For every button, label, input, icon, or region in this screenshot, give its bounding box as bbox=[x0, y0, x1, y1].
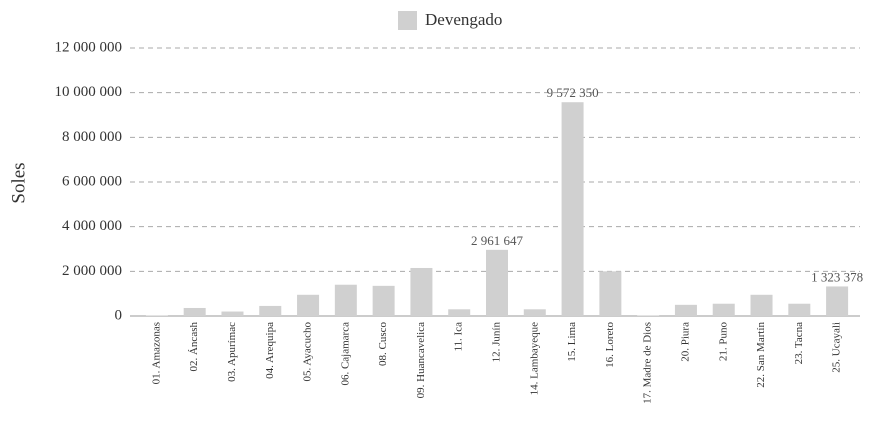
bar bbox=[448, 309, 471, 316]
x-tick-label: 01. Amazonas bbox=[150, 322, 162, 384]
bar bbox=[410, 267, 433, 316]
y-tick-label: 0 bbox=[115, 307, 123, 323]
x-tick-label: 23. Tacna bbox=[793, 322, 805, 365]
y-tick-label: 4 000 000 bbox=[62, 218, 122, 234]
value-label: 1 323 378 bbox=[811, 269, 863, 284]
y-tick-label: 10 000 000 bbox=[55, 84, 123, 100]
value-label: 9 572 350 bbox=[547, 85, 599, 100]
bar bbox=[183, 307, 206, 316]
x-tick-label: 11. Ica bbox=[453, 322, 465, 352]
x-tick-label: 05. Ayacucho bbox=[302, 322, 314, 382]
bar bbox=[372, 285, 395, 316]
x-tick-label: 09. Huancavelica bbox=[415, 322, 427, 398]
bar bbox=[788, 303, 811, 316]
y-tick-label: 6 000 000 bbox=[62, 173, 122, 189]
y-tick-label: 12 000 000 bbox=[55, 39, 123, 55]
x-tick-label: 15. Lima bbox=[566, 322, 578, 362]
x-tick-label: 25. Ucayali bbox=[831, 322, 843, 373]
x-tick-label: 04. Arequipa bbox=[264, 322, 276, 379]
x-tick-label: 08. Cusco bbox=[377, 322, 389, 367]
x-tick-label: 03. Apurímac bbox=[226, 322, 238, 382]
bar bbox=[750, 294, 773, 316]
x-tick-label: 06. Cajamarca bbox=[339, 322, 351, 386]
bar bbox=[561, 102, 584, 316]
x-tick-label: 14. Lambayeque bbox=[528, 322, 540, 395]
x-tick-label: 12. Junín bbox=[491, 322, 503, 363]
bar bbox=[221, 311, 244, 316]
x-tick-label: 20. Piura bbox=[679, 322, 691, 362]
x-tick-label: 02. Áncash bbox=[188, 322, 200, 372]
bar bbox=[826, 286, 849, 316]
x-tick-label: 21. Puno bbox=[717, 322, 729, 362]
x-tick-label: 16. Loreto bbox=[604, 322, 616, 368]
value-label: 2 961 647 bbox=[471, 233, 524, 248]
bar bbox=[674, 304, 697, 316]
bar bbox=[297, 294, 320, 316]
x-tick-label: 17. Madre de Dios bbox=[642, 322, 654, 404]
bar bbox=[486, 249, 508, 316]
y-tick-label: 8 000 000 bbox=[62, 129, 122, 145]
bar bbox=[334, 284, 357, 316]
y-tick-label: 2 000 000 bbox=[62, 263, 122, 279]
legend-swatch bbox=[398, 11, 417, 30]
legend-label: Devengado bbox=[425, 10, 502, 29]
bar bbox=[259, 305, 282, 316]
y-axis-label: Soles bbox=[8, 162, 29, 203]
x-tick-label: 22. San Martín bbox=[755, 322, 767, 388]
bar bbox=[712, 303, 735, 316]
bar bbox=[523, 309, 546, 316]
bar bbox=[599, 271, 622, 316]
